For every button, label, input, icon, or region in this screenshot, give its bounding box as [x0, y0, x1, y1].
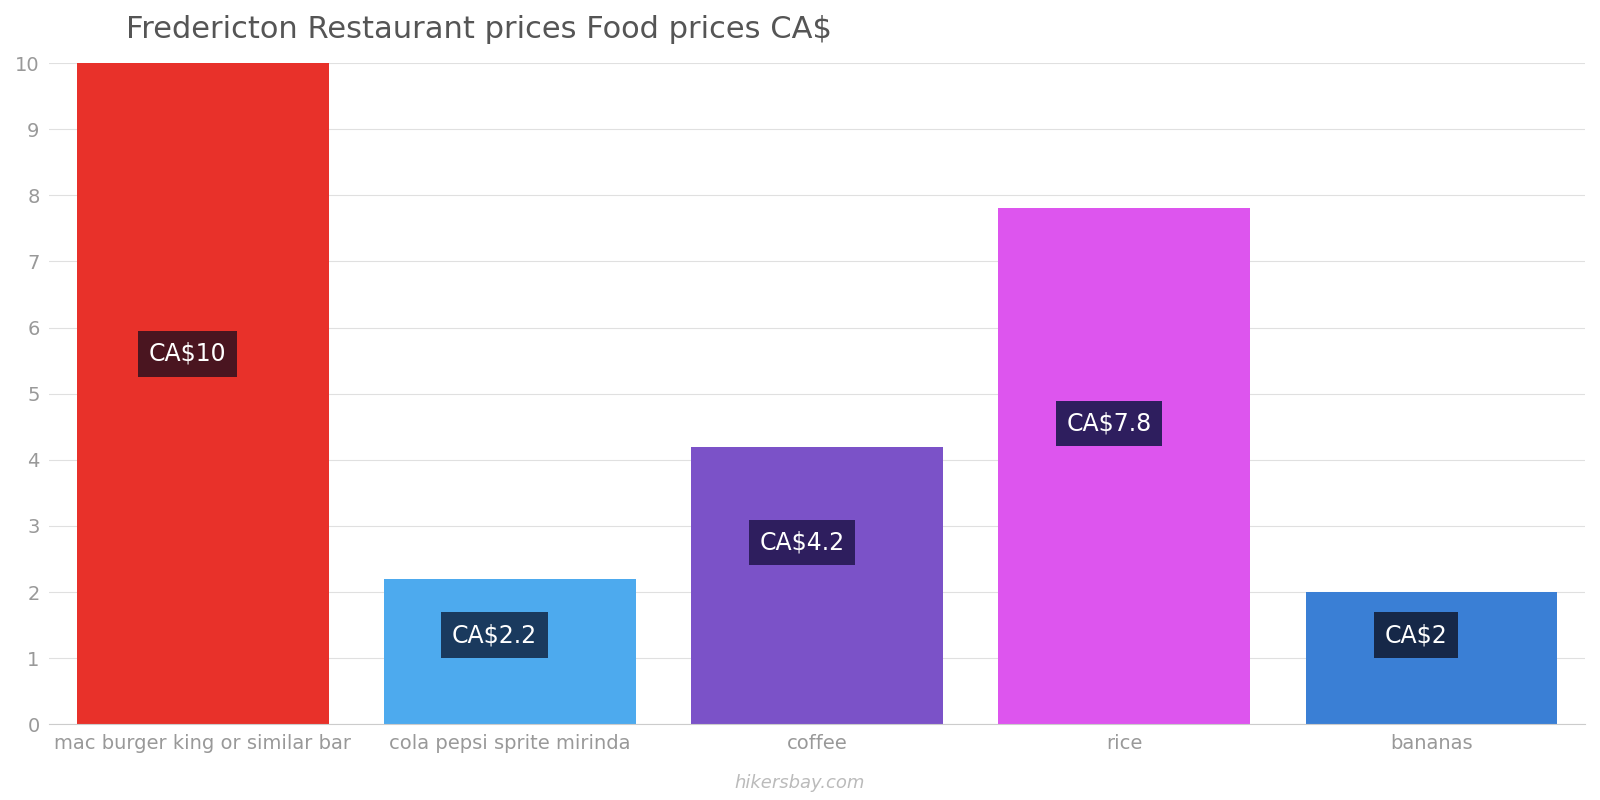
Text: CA$10: CA$10: [149, 342, 226, 366]
Bar: [691, 446, 942, 724]
Text: hikersbay.com: hikersbay.com: [734, 774, 866, 792]
Text: CA$7.8: CA$7.8: [1066, 411, 1152, 435]
Bar: [1306, 592, 1557, 724]
Text: CA$2.2: CA$2.2: [453, 623, 538, 647]
Text: CA$2: CA$2: [1384, 623, 1448, 647]
Text: CA$4.2: CA$4.2: [760, 530, 845, 554]
Bar: [384, 578, 635, 724]
Bar: [77, 63, 330, 724]
Bar: [998, 209, 1250, 724]
Text: Fredericton Restaurant prices Food prices CA$: Fredericton Restaurant prices Food price…: [126, 15, 832, 44]
